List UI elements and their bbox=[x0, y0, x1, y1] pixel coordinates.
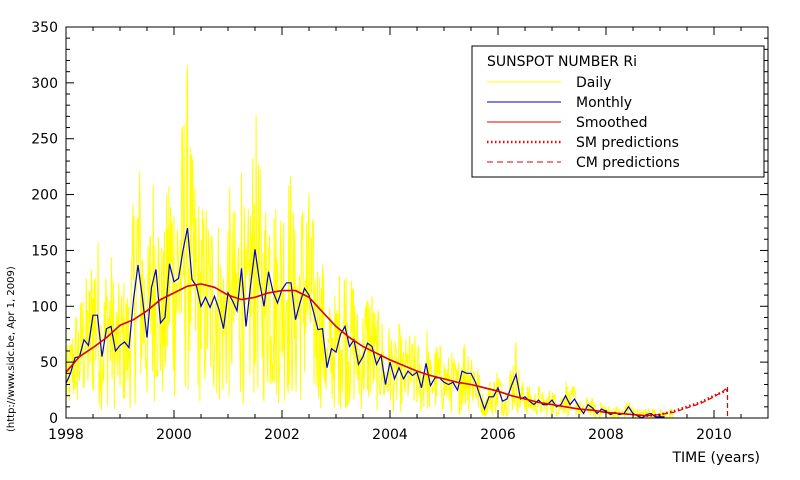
monthly-series bbox=[65, 227, 665, 419]
smoothed-series bbox=[65, 283, 647, 417]
legend-label-monthly: Monthly bbox=[576, 95, 632, 111]
y-tick-label: 250 bbox=[31, 132, 58, 148]
legend-label-daily: Daily bbox=[576, 75, 611, 91]
cm-predictions-line bbox=[646, 385, 729, 418]
x-tick-label: 2010 bbox=[696, 427, 732, 443]
monthly-line bbox=[65, 227, 665, 419]
legend-label-smoothed: Smoothed bbox=[576, 115, 648, 131]
y-tick-label: 300 bbox=[31, 76, 58, 92]
y-tick-label: 100 bbox=[31, 299, 58, 315]
y-tick-label: 350 bbox=[31, 20, 58, 36]
prediction-series bbox=[646, 385, 729, 418]
axis-ticks: 0 50 100 150 200 250 300 350 1998 2000 2002 2004 200… bbox=[31, 20, 769, 443]
daily-line bbox=[65, 65, 674, 420]
source-credit: (http://www.sidc.be, Apr 1, 2009) bbox=[6, 266, 17, 432]
y-tick-label: 150 bbox=[31, 243, 58, 259]
legend: SUNSPOT NUMBER Ri Daily Monthly Smoothed… bbox=[471, 45, 765, 178]
smoothed-line bbox=[65, 283, 647, 417]
x-tick-label: 2004 bbox=[372, 427, 408, 443]
legend-box bbox=[471, 45, 765, 178]
sm-predictions-line bbox=[646, 388, 728, 418]
x-tick-label: 2000 bbox=[156, 427, 192, 443]
legend-title: SUNSPOT NUMBER Ri bbox=[487, 54, 637, 70]
x-tick-label: 2002 bbox=[264, 427, 300, 443]
legend-label-sm-predictions: SM predictions bbox=[576, 135, 679, 151]
y-tick-label: 50 bbox=[40, 355, 58, 371]
legend-label-cm-predictions: CM predictions bbox=[576, 155, 680, 171]
x-axis-title: TIME (years) bbox=[671, 450, 760, 466]
daily-series bbox=[65, 65, 674, 420]
x-tick-label: 1998 bbox=[48, 427, 84, 443]
x-tick-label: 2006 bbox=[480, 427, 516, 443]
y-tick-label: 0 bbox=[49, 411, 58, 427]
y-tick-label: 200 bbox=[31, 188, 58, 204]
x-tick-label: 2008 bbox=[588, 427, 624, 443]
